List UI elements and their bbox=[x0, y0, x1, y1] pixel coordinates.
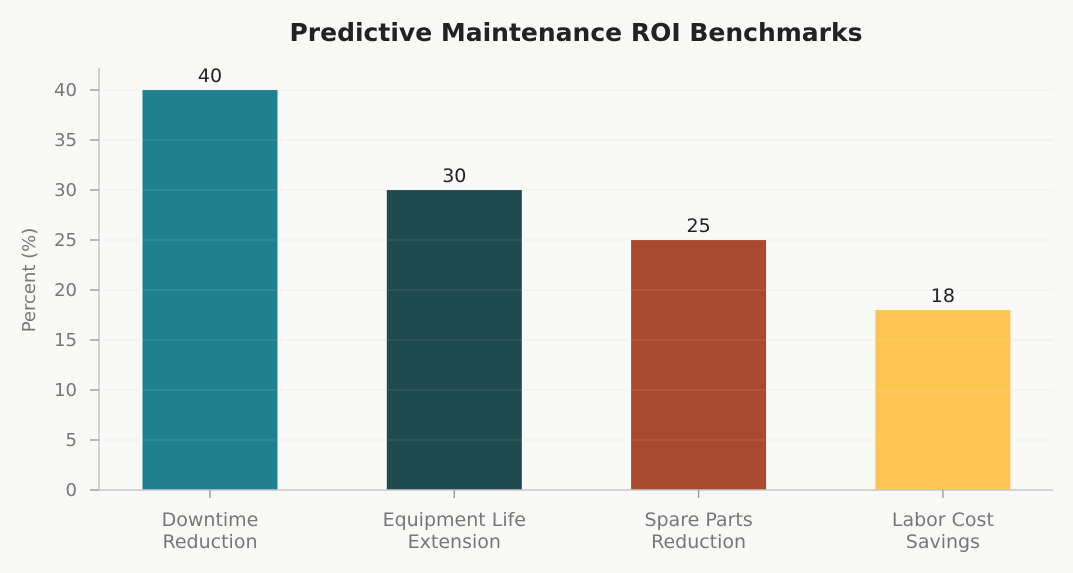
y-tick-label: 5 bbox=[66, 430, 77, 451]
y-tick-label: 25 bbox=[54, 230, 77, 251]
data-label: 25 bbox=[687, 215, 711, 237]
x-tick-label: Reduction bbox=[651, 531, 746, 553]
y-tick-label: 20 bbox=[54, 280, 77, 301]
grid-overlay bbox=[99, 89, 1053, 441]
y-tick-label: 15 bbox=[54, 330, 77, 351]
bar bbox=[631, 240, 767, 490]
axes bbox=[98, 68, 1053, 491]
y-tick-label: 30 bbox=[54, 180, 77, 201]
bar bbox=[875, 310, 1011, 490]
y-ticks: 0 5 10 15 20 25 30 35 40 bbox=[54, 80, 99, 501]
x-tick-label: Labor Cost bbox=[892, 509, 994, 531]
data-label: 30 bbox=[442, 165, 466, 187]
y-tick-label: 40 bbox=[54, 80, 77, 101]
y-tick-label: 35 bbox=[54, 130, 77, 151]
x-tick-label: Savings bbox=[906, 531, 980, 553]
bar bbox=[386, 190, 522, 490]
data-label: 18 bbox=[931, 285, 955, 307]
x-tick-label: Spare Parts bbox=[644, 509, 752, 531]
x-tick-label: Extension bbox=[408, 531, 501, 553]
x-tick-label: Downtime bbox=[162, 509, 259, 531]
data-label: 40 bbox=[198, 65, 222, 87]
chart-title: Predictive Maintenance ROI Benchmarks bbox=[289, 18, 862, 47]
x-tick-label: Equipment Life bbox=[383, 509, 526, 531]
y-tick-label: 0 bbox=[66, 480, 77, 501]
x-tick-label: Reduction bbox=[163, 531, 258, 553]
bars bbox=[142, 90, 1011, 490]
data-labels: 40 30 25 18 bbox=[198, 65, 955, 307]
y-tick-label: 10 bbox=[54, 380, 77, 401]
y-axis-label: Percent (%) bbox=[19, 228, 40, 333]
bar bbox=[142, 90, 278, 490]
